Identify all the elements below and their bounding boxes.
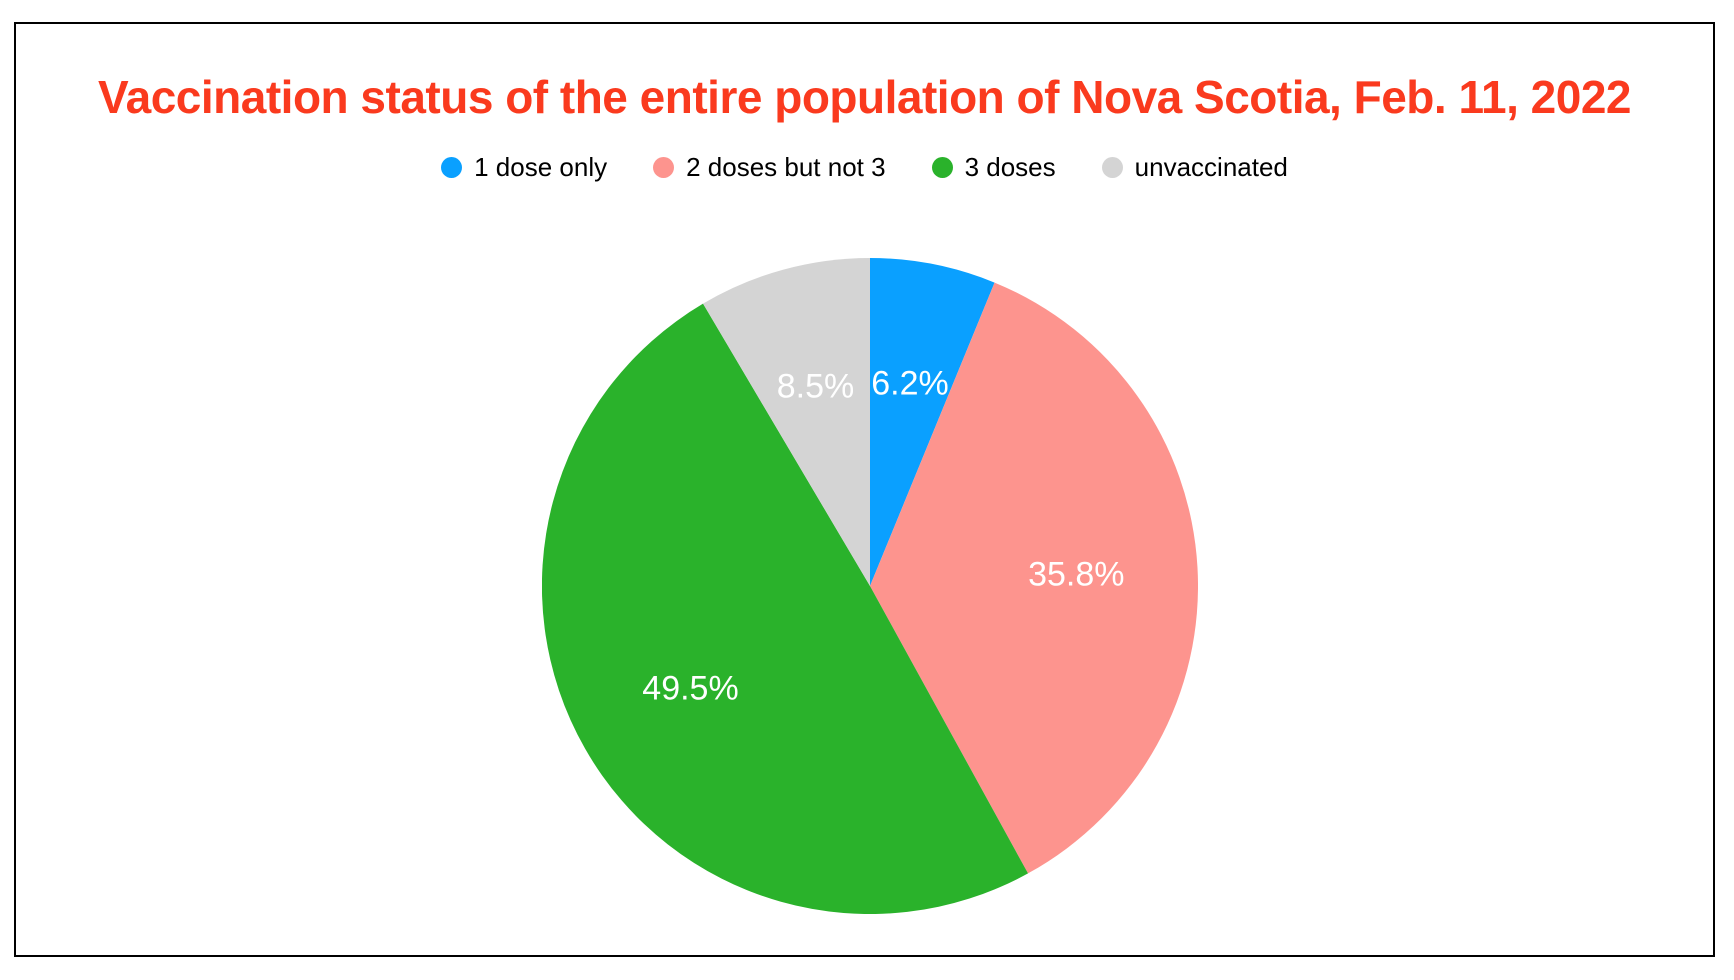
- legend-item-2-doses-not-3: 2 doses but not 3: [653, 152, 886, 183]
- legend-item-label: 2 doses but not 3: [686, 152, 886, 182]
- pie-slice-1-dose-only: [870, 258, 995, 586]
- pie-chart: 6.2% 35.8% 49.5% 8.5%: [542, 258, 1198, 914]
- legend-item-3-doses: 3 doses: [931, 152, 1056, 183]
- pie-slice-2-doses-but-not-3: [870, 282, 1198, 874]
- legend-item-label: 3 doses: [964, 152, 1056, 182]
- legend-swatch-icon: [653, 157, 675, 178]
- pie-slice-3-doses: [542, 303, 1029, 914]
- pie-slice-value-label: 49.5%: [642, 669, 738, 707]
- legend-swatch-icon: [1101, 157, 1123, 178]
- chart-title: Vaccination status of the entire populat…: [98, 71, 1631, 123]
- legend-item-unvaccinated: unvaccinated: [1101, 152, 1288, 183]
- pie-slice-value-label: 6.2%: [871, 364, 949, 402]
- pie-slice-unvaccinated: [703, 258, 870, 586]
- legend-item-1-dose-only: 1 dose only: [441, 152, 607, 183]
- legend-item-label: 1 dose only: [474, 152, 608, 182]
- pie-slice-value-label: 35.8%: [1028, 555, 1124, 593]
- legend: 1 dose only 2 doses but not 3 3 doses un…: [16, 152, 1713, 183]
- legend-item-label: unvaccinated: [1134, 152, 1288, 182]
- legend-swatch-icon: [441, 157, 463, 178]
- legend-swatch-icon: [931, 157, 953, 178]
- pie-svg: 6.2% 35.8% 49.5% 8.5%: [542, 258, 1198, 914]
- chart-frame: Vaccination status of the entire populat…: [14, 22, 1715, 957]
- pie-slice-value-label: 8.5%: [777, 368, 855, 406]
